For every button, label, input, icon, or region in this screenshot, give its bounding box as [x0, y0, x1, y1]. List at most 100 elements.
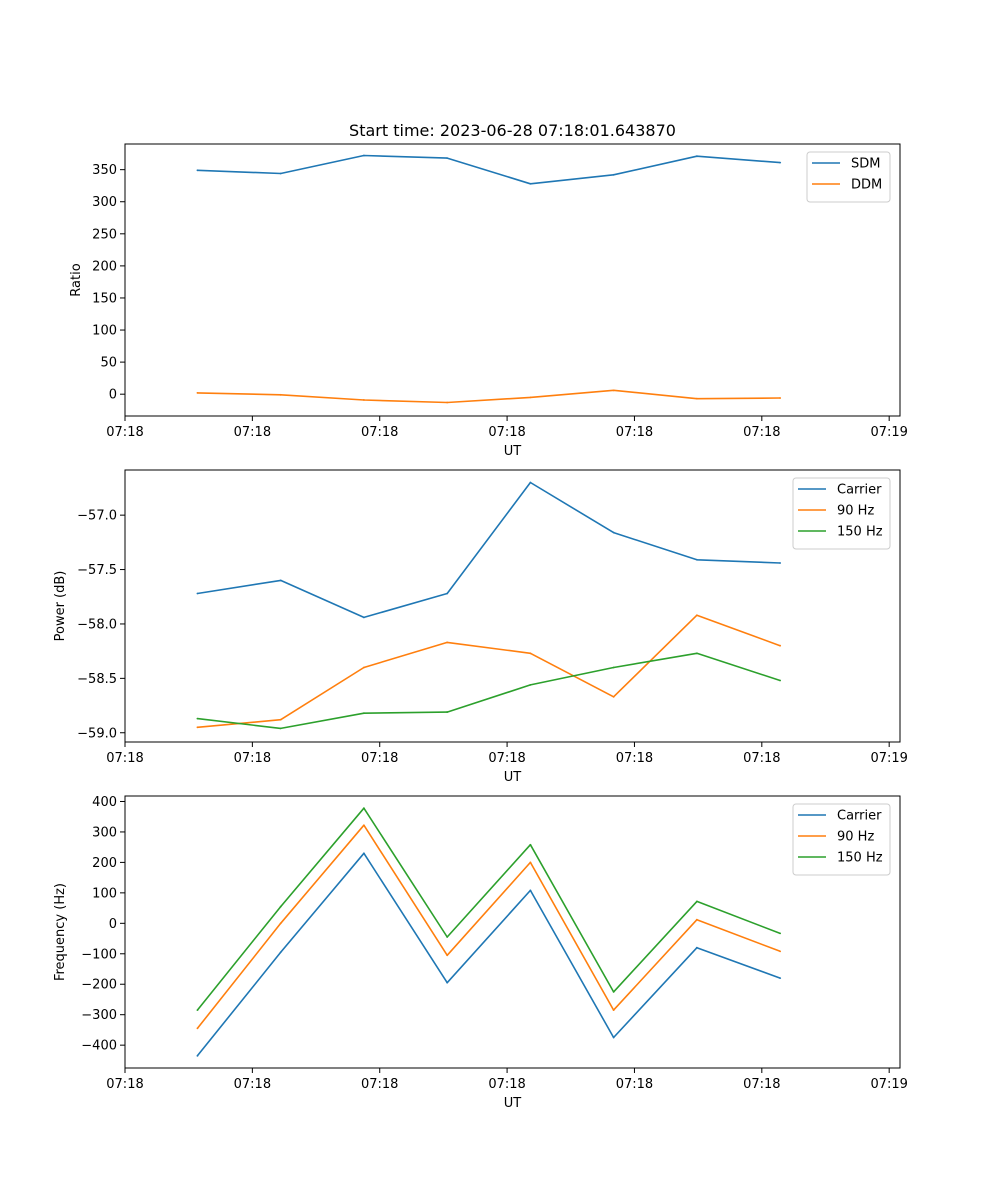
data-point — [196, 592, 199, 595]
data-point — [695, 558, 698, 561]
legend-label: Carrier — [837, 809, 882, 824]
data-point — [695, 652, 698, 655]
data-point — [779, 397, 782, 399]
x-axis-label: UT — [504, 770, 522, 785]
plot-area — [124, 469, 901, 743]
x-tick-label: 07:18 — [488, 751, 525, 766]
data-point — [363, 852, 365, 855]
data-point — [612, 389, 615, 392]
y-tick-label: 350 — [92, 163, 117, 178]
series-line-sdm — [197, 154, 781, 185]
x-tick-label: 07:18 — [106, 1077, 143, 1092]
x-tick-label: 07:18 — [616, 425, 653, 440]
legend-label: 90 Hz — [837, 830, 874, 845]
chart-panel-2: 07:18 07:18 07:18 07:18 07:18 07:18 07:19 −59.0… — [53, 469, 908, 785]
data-point — [363, 712, 365, 715]
plot-area — [124, 143, 901, 417]
x-tick-label: 07:18 — [616, 1077, 653, 1092]
y-tick-label: −300 — [81, 1008, 117, 1023]
legend-label: SDM — [851, 157, 880, 172]
data-point — [779, 950, 782, 953]
data-point — [279, 718, 282, 721]
y-tick-label: 300 — [92, 825, 117, 840]
legend-label: 150 Hz — [837, 525, 883, 540]
data-point — [612, 666, 615, 669]
chart-panel-3: 07:18 07:18 07:18 07:18 07:18 07:18 07:19 −400 −… — [53, 795, 908, 1111]
x-tick-label: 07:18 — [234, 751, 271, 766]
data-point — [779, 932, 782, 935]
y-tick-label: −100 — [81, 947, 117, 962]
legend: Carrier 90 Hz 150 Hz — [792, 477, 891, 550]
y-tick-label: −59.0 — [77, 726, 117, 741]
data-point — [363, 824, 365, 827]
data-point — [612, 990, 615, 993]
legend: SDM DDM — [806, 151, 891, 203]
data-point — [446, 592, 449, 595]
x-tick-label: 07:19 — [870, 425, 907, 440]
x-tick-label: 07:18 — [488, 425, 525, 440]
data-point — [612, 695, 615, 698]
legend-label: DDM — [851, 178, 882, 193]
x-tick-label: 07:18 — [106, 425, 143, 440]
data-point — [196, 1027, 199, 1030]
data-point — [779, 644, 782, 647]
y-tick-label: 100 — [92, 324, 117, 339]
x-tick-label: 07:18 — [361, 1077, 398, 1092]
data-point — [196, 392, 199, 394]
y-tick-label: 0 — [109, 388, 117, 403]
series-line-90-hz — [197, 614, 781, 729]
x-axis-label: UT — [504, 1096, 522, 1111]
data-point — [612, 531, 615, 534]
legend-label: 150 Hz — [837, 851, 883, 866]
x-tick-label: 07:18 — [743, 1077, 780, 1092]
data-point — [612, 1036, 615, 1039]
data-point — [529, 843, 532, 846]
series-line-carrier — [197, 481, 781, 619]
chart-title: Start time: 2023-06-28 07:18:01.643870 — [349, 121, 676, 140]
data-point — [446, 981, 449, 984]
data-point — [446, 157, 449, 160]
x-tick-label: 07:18 — [234, 425, 271, 440]
data-point — [279, 393, 282, 396]
data-point — [279, 579, 282, 582]
series-line-carrier — [196, 852, 781, 1057]
data-point — [196, 1054, 199, 1057]
data-point — [363, 399, 365, 401]
data-point — [196, 717, 199, 720]
data-point — [695, 397, 698, 400]
data-point — [196, 1009, 199, 1012]
data-point — [279, 922, 282, 925]
data-point — [779, 977, 782, 980]
data-point — [446, 401, 449, 404]
data-point — [363, 616, 365, 619]
plot-area — [124, 795, 901, 1069]
y-tick-label: 200 — [92, 856, 117, 871]
y-tick-label: 150 — [92, 291, 117, 306]
x-tick-label: 07:18 — [743, 751, 780, 766]
data-point — [529, 396, 532, 399]
data-point — [279, 905, 282, 908]
series-line-150-hz — [196, 807, 781, 1011]
x-tick-label: 07:19 — [870, 1077, 907, 1092]
y-tick-label: 0 — [109, 917, 117, 932]
data-point — [446, 641, 449, 644]
data-point — [446, 954, 449, 957]
data-point — [446, 936, 449, 938]
data-point — [529, 861, 532, 864]
series-line-ddm — [197, 389, 781, 404]
x-tick-label: 07:18 — [616, 751, 653, 766]
y-tick-label: 200 — [92, 259, 117, 274]
y-axis-label: Ratio — [69, 263, 84, 296]
y-tick-label: 50 — [100, 356, 117, 371]
data-point — [779, 161, 782, 164]
y-tick-label: 400 — [92, 795, 117, 810]
x-axis-label: UT — [504, 444, 522, 459]
legend: Carrier 90 Hz 150 Hz — [792, 803, 891, 876]
data-point — [529, 652, 532, 655]
y-tick-label: −57.0 — [77, 509, 117, 524]
data-point — [695, 155, 698, 158]
y-tick-label: −58.0 — [77, 617, 117, 632]
data-point — [695, 918, 698, 921]
data-point — [779, 562, 782, 564]
